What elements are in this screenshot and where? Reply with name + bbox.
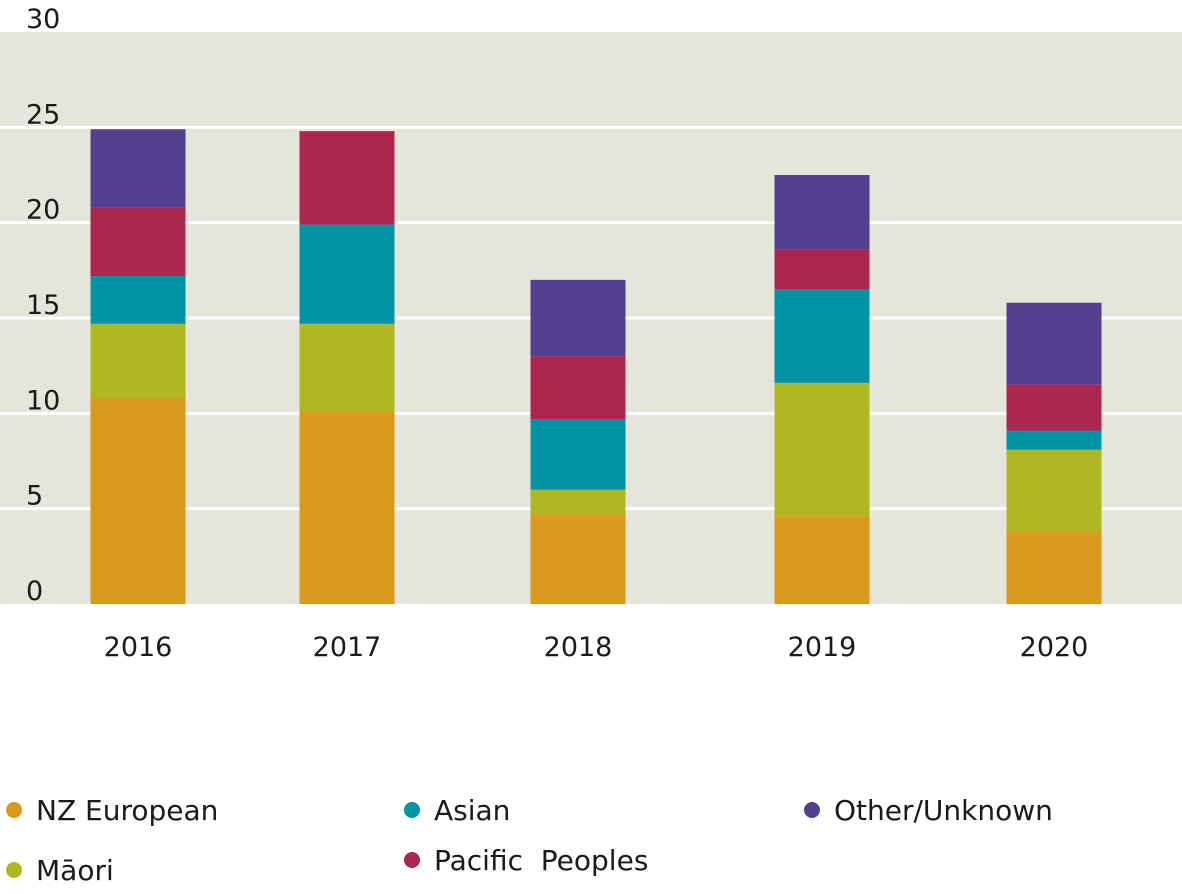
legend-item-other-unknown: Other/Unknown <box>804 790 1053 830</box>
bar-segment <box>530 514 626 604</box>
bar-segment <box>299 131 395 225</box>
x-tick-label: 2017 <box>313 632 382 663</box>
bar-segment <box>1006 302 1102 385</box>
legend-label: Māori <box>36 853 114 887</box>
legend-item-asian: Asian <box>404 790 510 830</box>
bar-segment <box>530 419 626 490</box>
y-tick-label: 20 <box>26 195 60 226</box>
x-tick-label: 2020 <box>1020 632 1089 663</box>
legend-label: Pacific Peoples <box>434 843 649 877</box>
y-tick-label: 0 <box>26 576 43 607</box>
x-tick-label: 2016 <box>104 632 173 663</box>
bar-segment <box>90 129 186 208</box>
y-tick-label: 5 <box>26 481 43 512</box>
legend-item-nz-european: NZ European <box>6 790 218 830</box>
bar-segment <box>774 289 870 383</box>
legend-swatch <box>804 802 820 818</box>
bar-segment <box>774 516 870 604</box>
bar-segment <box>774 382 870 517</box>
legend: NZ European Māori Asian Pacific Peoples … <box>0 780 1182 894</box>
bar-segment <box>299 323 395 412</box>
y-tick-label: 30 <box>26 4 60 35</box>
bar-segment <box>1006 449 1102 532</box>
y-tick-label: 15 <box>26 290 60 321</box>
legend-label: Asian <box>434 793 511 827</box>
legend-label: Other/Unknown <box>834 793 1053 827</box>
bar-segment <box>1006 384 1102 431</box>
y-tick-label: 10 <box>26 385 60 416</box>
legend-swatch <box>404 802 420 818</box>
legend-swatch <box>6 802 22 818</box>
bar-segment <box>1006 531 1102 604</box>
bar-segment <box>530 356 626 420</box>
y-tick-label: 25 <box>26 99 60 130</box>
bar-segment <box>90 398 186 604</box>
bar-segment <box>90 323 186 399</box>
legend-item-maori: Māori <box>6 850 114 890</box>
bar-segment <box>1006 430 1102 450</box>
bar-segment <box>90 207 186 277</box>
legend-swatch <box>404 852 420 868</box>
x-tick-label: 2019 <box>788 632 857 663</box>
legend-item-pacific-peoples: Pacific Peoples <box>404 840 648 880</box>
bar-segment <box>774 175 870 250</box>
x-tick-label: 2018 <box>544 632 613 663</box>
bar-segment <box>530 489 626 515</box>
bar-segment <box>774 249 870 290</box>
bar-segment <box>90 276 186 324</box>
bar-segment <box>299 224 395 324</box>
legend-swatch <box>6 862 22 878</box>
bar-segment <box>530 279 626 357</box>
legend-label: NZ European <box>36 793 219 827</box>
bar-segment <box>299 411 395 604</box>
